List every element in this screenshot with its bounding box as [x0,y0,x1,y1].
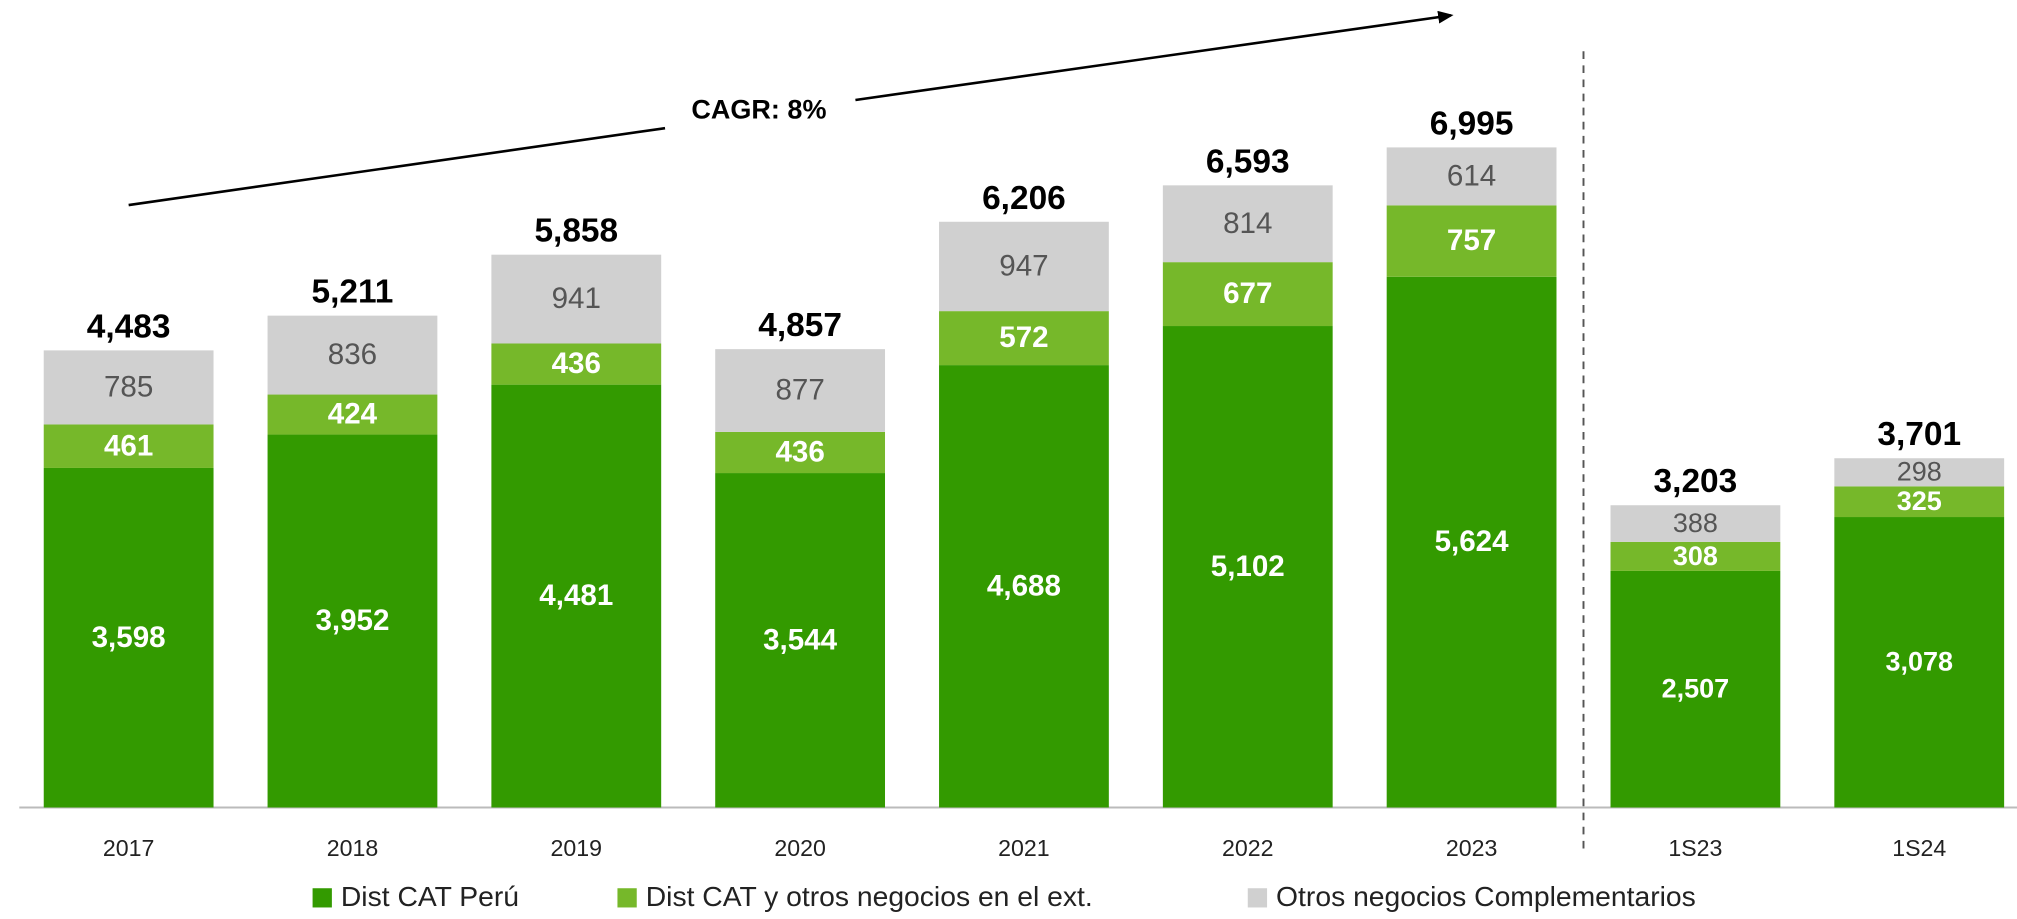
bar-segment [1386,205,1557,277]
value-label: 424 [328,398,378,431]
bar-segment [491,384,662,808]
x-tick-label: 2019 [551,835,603,861]
x-tick-label: 2023 [1446,835,1498,861]
x-tick-label: 1S23 [1668,835,1722,861]
bar-segment [1610,570,1781,808]
value-label: 941 [552,282,601,315]
total-label: 6,206 [982,180,1066,217]
x-tick-label: 2022 [1222,835,1274,861]
total-label: 5,211 [312,274,394,311]
x-tick-label: 2021 [998,835,1050,861]
legend-label: Dist CAT Perú [341,880,519,912]
bar-segment [1610,505,1781,542]
value-label: 947 [999,250,1048,283]
value-label: 5,102 [1211,550,1285,583]
value-label: 3,544 [763,623,838,656]
bar-segment [43,350,214,425]
bar-segment [1162,262,1333,327]
x-tick-label: 2018 [327,835,379,861]
value-label: 877 [775,374,824,407]
value-label: 785 [104,371,153,404]
value-label: 572 [999,321,1048,354]
value-label: 325 [1897,486,1942,516]
value-label: 814 [1223,207,1272,240]
bar-segment [1162,185,1333,263]
value-label: 3,952 [315,604,389,637]
legend-label: Otros negocios Complementarios [1276,880,1696,912]
bar-segment [939,365,1109,808]
total-label: 4,483 [87,308,171,345]
bar-segment [715,349,886,432]
value-label: 2,507 [1662,674,1730,704]
bar-segment [939,221,1109,312]
value-label: 614 [1447,159,1496,192]
total-label: 5,858 [534,213,618,250]
bar-segment [715,431,886,474]
total-label: 6,593 [1206,143,1290,180]
bar-segment [267,434,438,808]
value-label: 757 [1447,224,1496,257]
total-label: 3,203 [1654,463,1738,500]
bar-segment [715,473,886,808]
value-label: 4,688 [987,569,1061,602]
bar-segment [1834,517,2005,808]
bar-segment [1834,458,2005,487]
cagr-arrow-head [855,10,1454,102]
legend-swatch [1247,888,1268,908]
x-tick-label: 2017 [103,835,155,861]
bar-segment [491,343,662,385]
legend-label: Dist CAT y otros negocios en el ext. [646,880,1093,912]
value-label: 388 [1673,508,1718,538]
value-label: 298 [1897,457,1942,487]
x-tick-label: 2020 [774,835,826,861]
bar-segment [267,315,438,395]
bar-segment [939,311,1109,366]
value-label: 3,598 [92,621,166,654]
total-label: 3,701 [1877,416,1961,453]
bar-segment [43,424,214,468]
bar-segment [43,467,214,808]
cagr-label: CAGR: 8% [691,95,826,125]
bar-segment [1386,276,1557,808]
value-label: 4,481 [539,579,613,612]
value-label: 436 [552,347,601,380]
legend-swatch [312,888,332,908]
value-label: 5,624 [1435,525,1510,558]
value-label: 677 [1223,277,1272,310]
x-tick-label: 1S24 [1892,835,1946,861]
bar-segment [1610,541,1781,571]
value-label: 461 [104,429,153,462]
bar-segment [491,254,662,344]
legend-swatch [617,888,637,908]
value-label: 308 [1673,541,1718,571]
bar-segment [267,394,438,435]
value-label: 836 [328,338,377,371]
bar-segment [1386,147,1557,206]
value-label: 3,078 [1885,647,1953,677]
total-label: 6,995 [1430,105,1514,142]
total-label: 4,857 [758,307,842,344]
cagr-arrow [128,126,666,207]
bar-segment [1834,486,2005,518]
value-label: 436 [775,436,824,469]
bar-segment [1162,326,1333,808]
